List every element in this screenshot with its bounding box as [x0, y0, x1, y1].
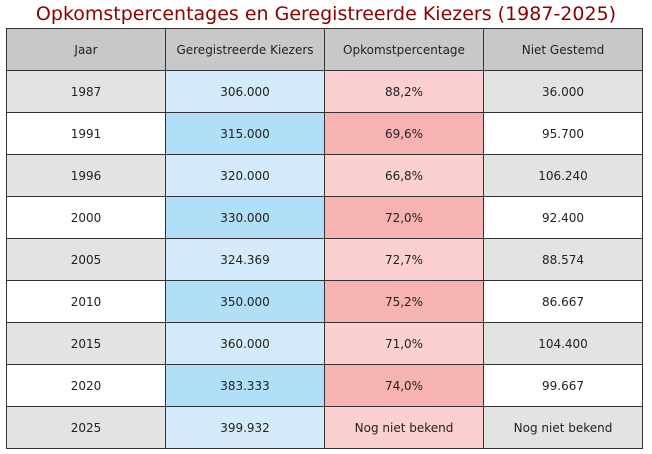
cell-niet-gestemd: 86.667: [483, 280, 643, 323]
header-niet-gestemd: Niet Gestemd: [483, 28, 643, 71]
cell-niet-gestemd: 88.574: [483, 238, 643, 281]
cell-geregistreerde-kiezers: 320.000: [165, 154, 325, 197]
cell-opkomstpercentage: 71,0%: [324, 322, 484, 365]
cell-jaar: 2010: [6, 280, 166, 323]
cell-geregistreerde-kiezers: 383.333: [165, 364, 325, 407]
cell-niet-gestemd: Nog niet bekend: [483, 406, 643, 449]
table-row: 1991 315.000 69,6% 95.700: [6, 112, 643, 155]
cell-geregistreerde-kiezers: 306.000: [165, 70, 325, 113]
header-opkomstpercentage: Opkomstpercentage: [324, 28, 484, 71]
cell-jaar: 2000: [6, 196, 166, 239]
table-row: 2005 324.369 72,7% 88.574: [6, 238, 643, 281]
header-row: Jaar Geregistreerde Kiezers Opkomstperce…: [6, 28, 643, 71]
cell-geregistreerde-kiezers: 360.000: [165, 322, 325, 365]
cell-niet-gestemd: 95.700: [483, 112, 643, 155]
cell-opkomstpercentage: 69,6%: [324, 112, 484, 155]
cell-opkomstpercentage: 72,0%: [324, 196, 484, 239]
cell-jaar: 2015: [6, 322, 166, 365]
cell-geregistreerde-kiezers: 350.000: [165, 280, 325, 323]
cell-jaar: 1996: [6, 154, 166, 197]
cell-opkomstpercentage: 75,2%: [324, 280, 484, 323]
cell-opkomstpercentage: 72,7%: [324, 238, 484, 281]
cell-geregistreerde-kiezers: 330.000: [165, 196, 325, 239]
cell-jaar: 2020: [6, 364, 166, 407]
cell-opkomstpercentage: 74,0%: [324, 364, 484, 407]
header-jaar: Jaar: [6, 28, 166, 71]
table-row: 1987 306.000 88,2% 36.000: [6, 70, 643, 113]
cell-opkomstpercentage: 88,2%: [324, 70, 484, 113]
table-row: 2010 350.000 75,2% 86.667: [6, 280, 643, 323]
cell-jaar: 2005: [6, 238, 166, 281]
cell-niet-gestemd: 36.000: [483, 70, 643, 113]
header-geregistreerde-kiezers: Geregistreerde Kiezers: [165, 28, 325, 71]
cell-niet-gestemd: 104.400: [483, 322, 643, 365]
cell-geregistreerde-kiezers: 399.932: [165, 406, 325, 449]
cell-jaar: 1991: [6, 112, 166, 155]
cell-jaar: 2025: [6, 406, 166, 449]
cell-jaar: 1987: [6, 70, 166, 113]
data-table: Jaar Geregistreerde Kiezers Opkomstperce…: [6, 28, 643, 449]
table-row: 2015 360.000 71,0% 104.400: [6, 322, 643, 365]
table-body: 1987 306.000 88,2% 36.000 1991 315.000 69,6% 95…: [6, 70, 643, 449]
table-row: 2000 330.000 72,0% 92.400: [6, 196, 643, 239]
table-row: 2025 399.932 Nog niet bekend Nog niet beken…: [6, 406, 643, 449]
table-row: 2020 383.333 74,0% 99.667: [6, 364, 643, 407]
cell-geregistreerde-kiezers: 315.000: [165, 112, 325, 155]
cell-geregistreerde-kiezers: 324.369: [165, 238, 325, 281]
chart-title: Opkomstpercentages en Geregistreerde Kie…: [35, 3, 617, 25]
cell-niet-gestemd: 92.400: [483, 196, 643, 239]
cell-niet-gestemd: 106.240: [483, 154, 643, 197]
cell-opkomstpercentage: 66,8%: [324, 154, 484, 197]
cell-niet-gestemd: 99.667: [483, 364, 643, 407]
table-row: 1996 320.000 66,8% 106.240: [6, 154, 643, 197]
cell-opkomstpercentage: Nog niet bekend: [324, 406, 484, 449]
